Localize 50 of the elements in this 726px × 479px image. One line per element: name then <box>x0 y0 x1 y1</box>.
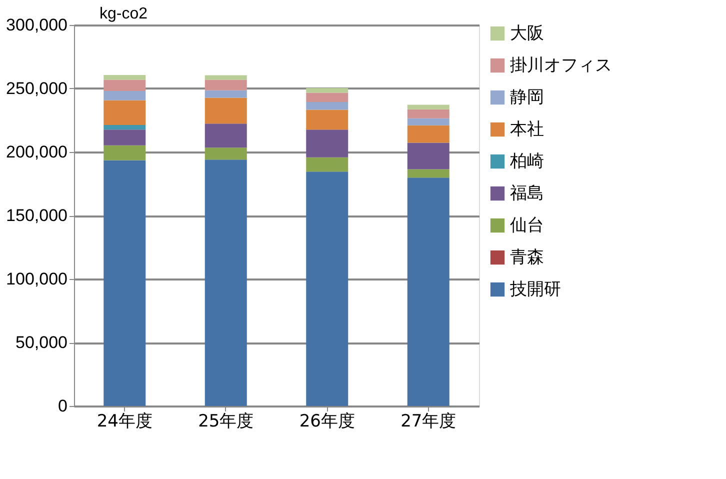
y-tick-label: 150,000 <box>6 206 68 225</box>
bar <box>204 90 247 98</box>
bar <box>407 169 450 178</box>
bar <box>104 100 146 125</box>
y-tick-label: 300,000 <box>6 16 68 34</box>
bar <box>306 88 348 93</box>
bar <box>204 160 247 406</box>
bar <box>407 125 450 143</box>
bar <box>306 172 348 406</box>
bar <box>104 160 146 406</box>
legend-label: 掛川オフィス <box>510 56 612 76</box>
bar <box>306 157 348 172</box>
y-tick-label: 100,000 <box>6 270 68 288</box>
y-tick-label: 0 <box>58 396 68 416</box>
bar <box>204 124 247 148</box>
legend-label: 大阪 <box>510 24 544 44</box>
bar <box>204 75 247 80</box>
y-tick-label: 50,000 <box>16 333 68 352</box>
legend-label: 本社 <box>510 120 544 140</box>
bar <box>104 75 146 80</box>
legend-label: 仙台 <box>510 216 544 236</box>
bar <box>306 130 348 158</box>
legend-label: 青森 <box>510 248 544 268</box>
bar <box>104 145 146 160</box>
x-tick-label: 24年度 <box>96 412 152 432</box>
legend-label: 静岡 <box>510 88 544 108</box>
bar <box>407 142 450 170</box>
y-tick-label: 250,000 <box>6 79 68 98</box>
bar <box>407 178 450 406</box>
x-tick-label: 27年度 <box>400 412 456 432</box>
bar <box>204 148 247 160</box>
bar <box>407 109 450 118</box>
bar <box>204 98 247 124</box>
legend-label: 技開研 <box>509 280 561 300</box>
bar <box>104 130 146 146</box>
x-tick-label: 25年度 <box>198 412 254 432</box>
bar <box>104 80 146 92</box>
bar <box>104 124 146 130</box>
bar <box>407 104 450 110</box>
bar <box>306 92 348 102</box>
bar <box>204 80 247 90</box>
bar <box>104 91 146 100</box>
bar <box>407 118 450 126</box>
bar <box>306 110 348 130</box>
legend-label: 柏崎 <box>509 152 544 172</box>
y-tick-label: 200,000 <box>6 142 68 162</box>
y-axis-title: kg-co2 <box>100 6 148 22</box>
x-tick-label: 26年度 <box>299 412 355 432</box>
legend-label: 福島 <box>510 184 544 204</box>
bar <box>306 102 348 110</box>
